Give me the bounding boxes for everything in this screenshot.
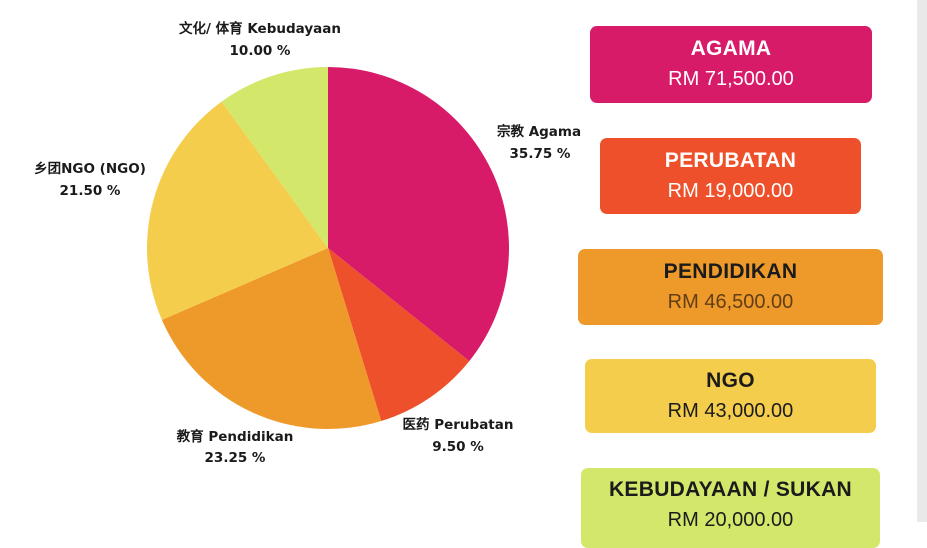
card-perubatan: PERUBATAN RM 19,000.00 <box>600 138 861 214</box>
page-edge <box>917 0 927 522</box>
pie-slice-1 <box>328 248 470 421</box>
card-title: PENDIDIKAN <box>663 260 798 283</box>
pie-slice-3 <box>147 101 328 320</box>
card-amount: RM 43,000.00 <box>667 400 794 422</box>
pie-slices <box>147 67 510 429</box>
card-pendidikan: PENDIDIKAN RM 46,500.00 <box>578 249 883 325</box>
slice-label-kebudayaan: 文化/ 体育 Kebudayaan <box>179 20 341 37</box>
card-ngo: NGO RM 43,000.00 <box>585 359 876 433</box>
card-amount: RM 19,000.00 <box>667 180 794 202</box>
slice-value-pendidikan: 23.25 % <box>205 450 266 466</box>
pie-slice-0 <box>328 67 510 362</box>
card-amount: RM 46,500.00 <box>667 291 794 313</box>
pie-slice-2 <box>161 248 382 429</box>
slice-label-pendidikan: 教育 Pendidikan <box>177 428 294 445</box>
card-amount: RM 71,500.00 <box>668 68 794 90</box>
pie-slice-4 <box>221 67 328 248</box>
card-agama: AGAMA RM 71,500.00 <box>590 26 872 103</box>
card-title: KEBUDAYAAN / SUKAN <box>608 478 853 501</box>
card-title: PERUBATAN <box>664 149 797 172</box>
slice-value-agama: 35.75 % <box>510 146 571 162</box>
slice-value-kebudayaan: 10.00 % <box>230 43 291 59</box>
slice-label-agama: 宗教 Agama <box>497 123 581 140</box>
card-kebudayaan-sukan: KEBUDAYAAN / SUKAN RM 20,000.00 <box>581 468 880 548</box>
card-title: AGAMA <box>690 37 772 60</box>
slice-label-ngo: 乡团NGO (NGO) <box>34 161 146 177</box>
slice-value-ngo: 21.50 % <box>60 183 121 199</box>
card-title: NGO <box>706 369 755 392</box>
pie-labels: 文化/ 体育 Kebudayaan 10.00 % 宗教 Agama 35.75… <box>34 20 581 466</box>
slice-value-perubatan: 9.50 % <box>432 439 484 455</box>
card-amount: RM 20,000.00 <box>667 509 794 531</box>
pie-chart: 文化/ 体育 Kebudayaan 10.00 % 宗教 Agama 35.75… <box>34 20 581 466</box>
slice-label-perubatan: 医药 Perubatan <box>403 416 514 433</box>
